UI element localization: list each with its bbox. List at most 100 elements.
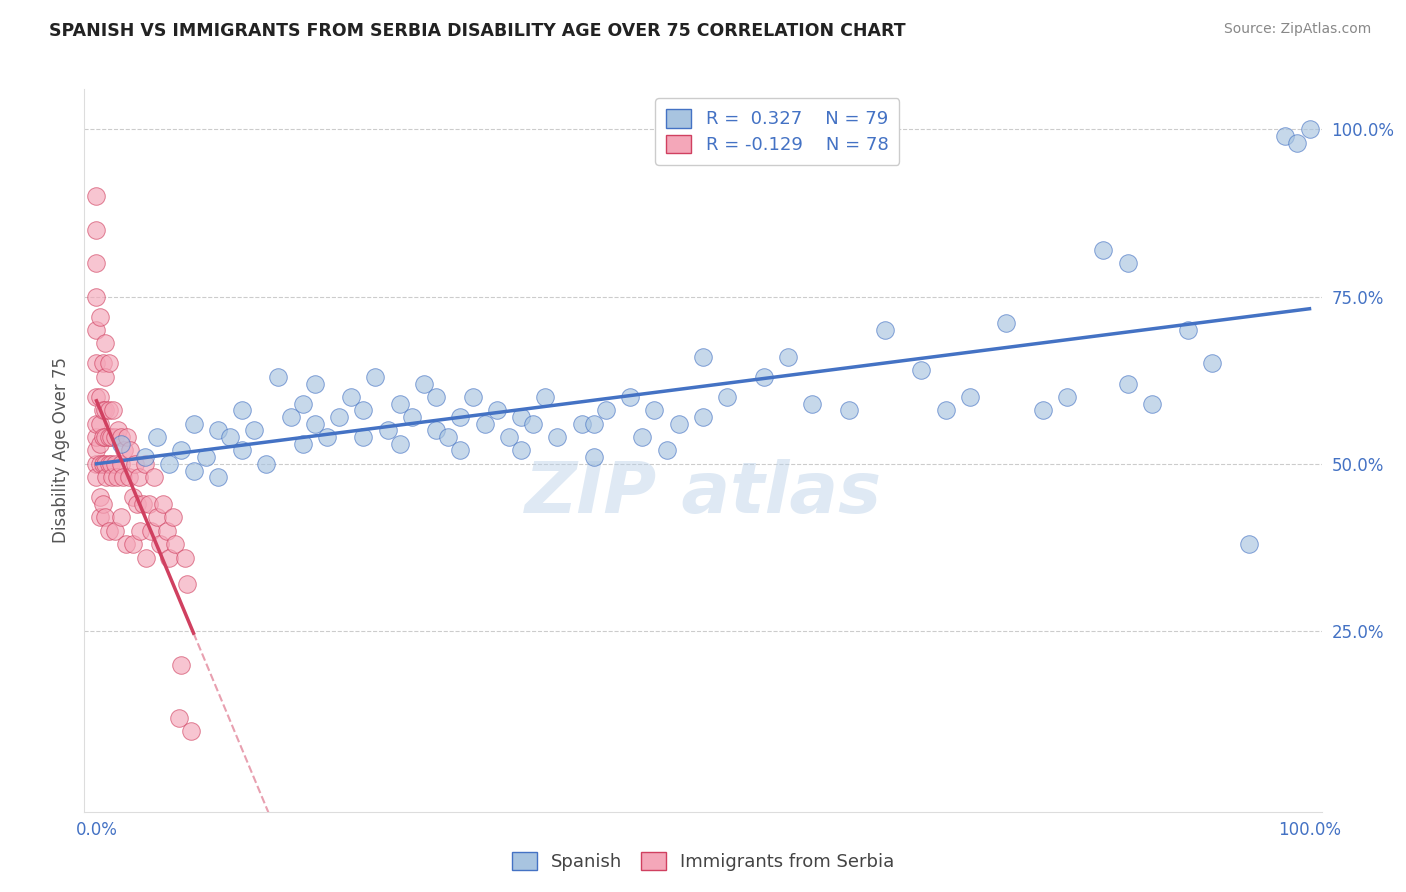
Point [112,470,135,484]
Point [86,356,108,371]
Point [449,410,471,425]
Point [364,369,387,384]
Point [139,524,162,538]
Point [401,410,423,425]
Point [231,443,253,458]
Point [110,437,132,451]
Point [86,223,108,237]
Point [118,470,141,484]
Point [94,510,117,524]
Point [377,424,399,438]
Point [135,550,157,565]
Point [110,457,132,471]
Point [89,457,111,471]
Point [142,470,165,484]
Point [328,410,350,425]
Point [146,510,169,524]
Point [156,524,179,538]
Point [1201,356,1223,371]
Point [112,443,135,458]
Point [174,550,197,565]
Point [801,396,824,410]
Point [125,497,148,511]
Point [157,457,180,471]
Point [1032,403,1054,417]
Point [1237,537,1260,551]
Point [134,450,156,465]
Point [94,403,117,417]
Point [692,410,714,425]
Point [425,390,447,404]
Point [97,356,120,371]
Point [89,437,111,451]
Point [352,403,374,417]
Point [485,403,508,417]
Point [776,350,799,364]
Point [180,724,202,739]
Point [935,403,957,417]
Point [89,310,111,324]
Point [89,491,111,505]
Point [86,430,108,444]
Legend: R =  0.327    N = 79, R = -0.129    N = 78: R = 0.327 N = 79, R = -0.129 N = 78 [655,98,900,165]
Point [668,417,690,431]
Point [91,457,114,471]
Y-axis label: Disability Age Over 75: Disability Age Over 75 [52,358,70,543]
Point [86,289,108,303]
Point [1274,129,1296,144]
Point [131,497,153,511]
Point [194,450,217,465]
Point [129,524,152,538]
Point [104,524,127,538]
Point [873,323,896,337]
Point [91,497,114,511]
Point [498,430,520,444]
Point [176,577,198,591]
Point [94,336,117,351]
Point [110,510,132,524]
Point [231,403,253,417]
Point [89,390,111,404]
Point [148,537,170,551]
Point [219,430,242,444]
Text: SPANISH VS IMMIGRANTS FROM SERBIA DISABILITY AGE OVER 75 CORRELATION CHART: SPANISH VS IMMIGRANTS FROM SERBIA DISABI… [49,22,905,40]
Point [105,470,128,484]
Point [534,390,557,404]
Point [316,430,339,444]
Point [94,369,117,384]
Point [86,189,108,203]
Point [1056,390,1078,404]
Point [474,417,496,431]
Point [100,457,122,471]
Point [413,376,436,391]
Point [304,376,326,391]
Point [134,457,156,471]
Point [388,396,411,410]
Point [86,470,108,484]
Point [388,437,411,451]
Point [97,430,120,444]
Point [100,430,122,444]
Point [124,457,146,471]
Point [120,443,142,458]
Point [595,403,617,417]
Point [115,430,138,444]
Point [128,470,150,484]
Legend: Spanish, Immigrants from Serbia: Spanish, Immigrants from Serbia [505,845,901,879]
Point [643,403,665,417]
Point [91,403,114,417]
Point [1116,256,1139,270]
Point [959,390,981,404]
Point [94,457,117,471]
Text: ZIP atlas: ZIP atlas [524,459,882,528]
Point [167,711,190,725]
Point [582,450,605,465]
Point [94,430,117,444]
Point [122,537,145,551]
Point [104,430,127,444]
Point [89,510,111,524]
Point [207,424,229,438]
Point [86,417,108,431]
Point [571,417,593,431]
Point [170,443,193,458]
